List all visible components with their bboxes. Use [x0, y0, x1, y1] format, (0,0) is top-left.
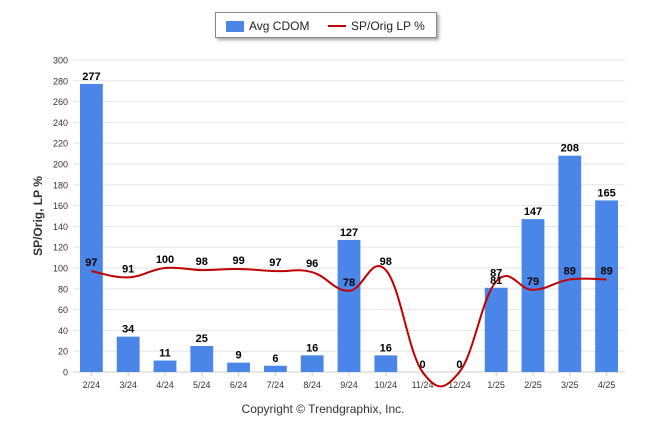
- line-series-sp-orig: [91, 265, 607, 388]
- y-tick-label-140: 140: [53, 222, 68, 232]
- y-tick-label-160: 160: [53, 201, 68, 211]
- line-data-label-7: 78: [343, 277, 355, 289]
- x-tick-label-9: 11/24: [412, 380, 434, 390]
- line-data-label-4: 99: [232, 255, 244, 267]
- y-tick-label-20: 20: [58, 347, 68, 357]
- bar-data-label-12: 147: [524, 206, 542, 218]
- bar-data-label-10: 0: [456, 359, 462, 371]
- y-tick-label-280: 280: [53, 76, 68, 86]
- y-tick-label-200: 200: [53, 160, 68, 170]
- x-tick-label-1: 3/24: [119, 380, 137, 390]
- line-data-label-13: 89: [564, 265, 576, 277]
- bar-data-label-8: 16: [380, 342, 392, 354]
- y-tick-label-260: 260: [53, 97, 68, 107]
- x-tick-label-2: 4/24: [156, 380, 174, 390]
- legend: Avg CDOM SP/Orig LP %: [215, 12, 437, 38]
- bar-data-label-1: 34: [122, 324, 135, 336]
- x-tick-label-13: 3/25: [561, 380, 579, 390]
- line-data-label-12: 79: [527, 276, 539, 288]
- x-tick-label-3: 5/24: [193, 380, 211, 390]
- bar-13: [558, 155, 582, 372]
- y-tick-label-0: 0: [63, 368, 68, 378]
- line-data-label-8: 98: [380, 256, 392, 268]
- legend-label-line: SP/Orig LP %: [351, 19, 425, 33]
- line-data-label-11: 87: [490, 268, 502, 280]
- y-tick-label-120: 120: [53, 243, 68, 253]
- line-data-label-0: 97: [85, 257, 97, 269]
- line-data-label-5: 97: [269, 257, 281, 269]
- bar-11: [484, 287, 508, 372]
- x-tick-label-4: 6/24: [230, 380, 248, 390]
- legend-item-line[interactable]: SP/Orig LP %: [328, 19, 425, 33]
- bar-data-label-5: 6: [272, 353, 278, 365]
- y-tick-label-60: 60: [58, 305, 68, 315]
- x-tick-label-5: 7/24: [267, 380, 285, 390]
- y-tick-label-300: 300: [53, 56, 68, 66]
- line-data-label-14: 89: [600, 265, 612, 277]
- x-tick-label-8: 10/24: [375, 380, 398, 390]
- bar-data-label-7: 127: [340, 227, 358, 239]
- x-tick-label-7: 9/24: [340, 380, 358, 390]
- y-tick-label-80: 80: [58, 284, 68, 294]
- x-tick-label-12: 2/25: [524, 380, 542, 390]
- y-tick-label-100: 100: [53, 264, 68, 274]
- x-tick-label-6: 8/24: [303, 380, 321, 390]
- bar-1: [116, 336, 140, 372]
- x-tick-label-10: 12/24: [448, 380, 471, 390]
- bar-data-label-9: 0: [420, 359, 426, 371]
- bar-3: [190, 346, 214, 372]
- x-tick-label-11: 1/25: [487, 380, 505, 390]
- bar-5: [263, 365, 287, 372]
- bar-data-label-3: 25: [196, 333, 208, 345]
- bar-0: [79, 83, 103, 373]
- y-tick-label-180: 180: [53, 180, 68, 190]
- line-data-label-1: 91: [122, 263, 134, 275]
- y-axis-title: SP/Orig, LP %: [31, 176, 45, 256]
- bar-data-label-11: 81: [490, 275, 502, 287]
- bar-data-label-13: 208: [561, 143, 579, 155]
- line-data-label-2: 100: [156, 254, 174, 266]
- y-tick-label-40: 40: [58, 326, 68, 336]
- bar-4: [227, 362, 251, 372]
- legend-item-bar[interactable]: Avg CDOM: [226, 19, 309, 33]
- x-tick-label-14: 4/25: [598, 380, 616, 390]
- bar-14: [595, 200, 619, 372]
- y-tick-label-220: 220: [53, 139, 68, 149]
- bar-data-label-6: 16: [306, 342, 318, 354]
- x-tick-label-0: 2/24: [83, 380, 101, 390]
- y-tick-label-240: 240: [53, 118, 68, 128]
- legend-label-bar: Avg CDOM: [249, 19, 310, 33]
- bar-data-label-2: 11: [159, 348, 171, 360]
- bar-data-label-14: 165: [597, 187, 615, 199]
- bar-7: [337, 239, 361, 372]
- bar-data-label-0: 277: [82, 71, 100, 83]
- bar-12: [521, 219, 545, 372]
- bar-8: [374, 355, 398, 372]
- bar-2: [153, 360, 177, 372]
- line-data-label-3: 98: [196, 256, 208, 268]
- bar-data-label-4: 9: [236, 350, 242, 362]
- bar-6: [300, 355, 324, 372]
- line-data-label-6: 96: [306, 258, 318, 270]
- copyright-text: Copyright © Trendgraphix, Inc.: [241, 402, 405, 416]
- legend-swatch-line-icon: [328, 25, 346, 27]
- legend-swatch-bar-icon: [226, 20, 244, 32]
